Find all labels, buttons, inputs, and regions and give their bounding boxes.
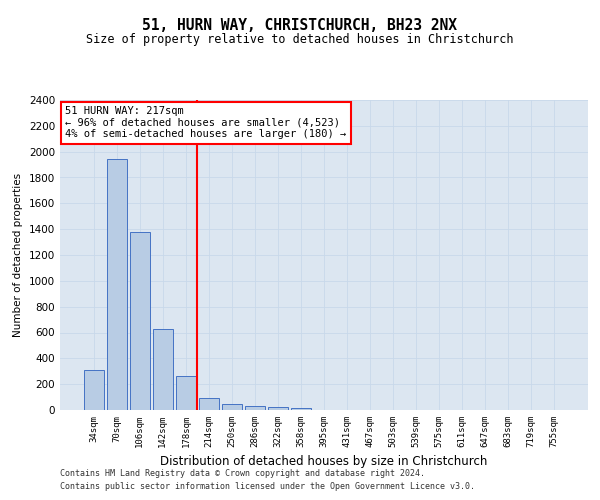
Text: Contains public sector information licensed under the Open Government Licence v3: Contains public sector information licen… [60,482,475,491]
X-axis label: Distribution of detached houses by size in Christchurch: Distribution of detached houses by size … [160,456,488,468]
Text: 51, HURN WAY, CHRISTCHURCH, BH23 2NX: 51, HURN WAY, CHRISTCHURCH, BH23 2NX [143,18,458,32]
Text: 51 HURN WAY: 217sqm
← 96% of detached houses are smaller (4,523)
4% of semi-deta: 51 HURN WAY: 217sqm ← 96% of detached ho… [65,106,347,140]
Bar [153,328,173,410]
Text: Size of property relative to detached houses in Christchurch: Size of property relative to detached ho… [86,32,514,46]
Bar [107,160,127,410]
Bar [291,408,311,410]
Text: Contains HM Land Registry data © Crown copyright and database right 2024.: Contains HM Land Registry data © Crown c… [60,468,425,477]
Bar [130,232,149,410]
Bar [245,406,265,410]
Bar [222,404,242,410]
Bar [176,376,196,410]
Bar [84,370,104,410]
Bar [268,408,288,410]
Y-axis label: Number of detached properties: Number of detached properties [13,173,23,337]
Bar [199,398,218,410]
